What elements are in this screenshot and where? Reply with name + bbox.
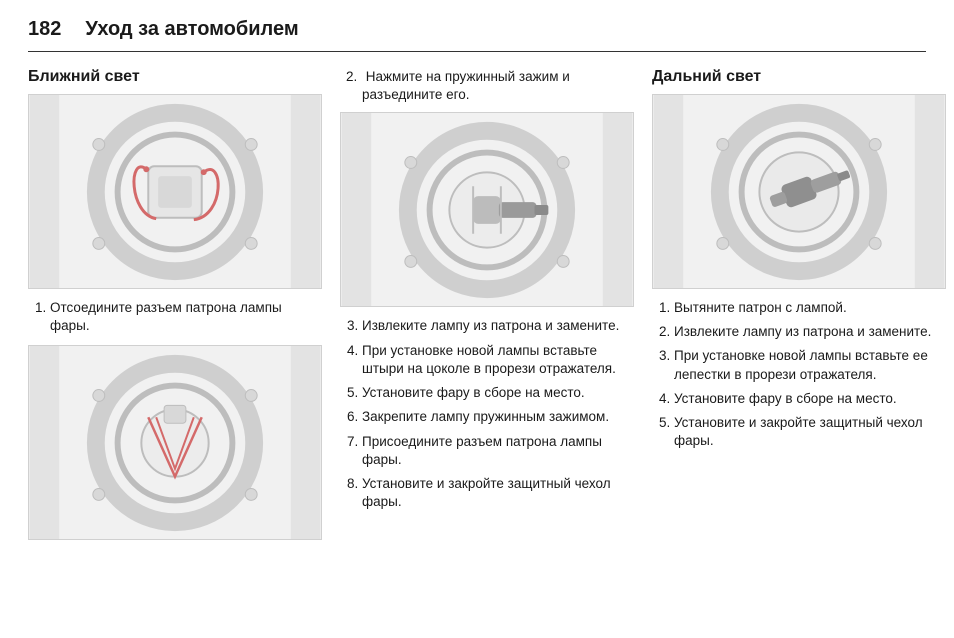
figure-bulb-removed [340, 112, 634, 307]
list-item: При установке новой лампы вставьте штыри… [362, 342, 634, 378]
column-2: 2. Нажмите на пружинный зажим и разъедин… [340, 68, 634, 550]
list-item: Установите фару в сборе на ме­сто. [362, 384, 634, 402]
figure-high-beam [652, 94, 946, 289]
list-item: Присоедините разъем патрона лампы фары. [362, 433, 634, 469]
step-number: 2. [346, 68, 362, 86]
list-item: Закрепите лампу пружинным зажимом. [362, 408, 634, 426]
step-2-intro: 2. Нажмите на пружинный зажим и разъедин… [340, 68, 634, 104]
list-item: Извлеките лампу из патрона и замените. [362, 317, 634, 335]
page-title: Уход за автомобилем [85, 18, 298, 41]
high-beam-steps: Вытяните патрон с лампой. Извлеките ламп… [652, 299, 946, 451]
list-item: Вытяните патрон с лампой. [674, 299, 946, 317]
column-3: Дальний свет [652, 68, 946, 550]
list-item: При установке новой лампы вставьте ее ле… [674, 347, 946, 383]
page-header: 182 Уход за автомобилем [28, 18, 926, 52]
low-beam-step-1-list: Отсоедините разъем патрона лампы фары. [28, 299, 322, 335]
step-text: Нажмите на пружинный зажим и разъедините… [362, 69, 570, 102]
figure-low-beam-clip [28, 345, 322, 540]
low-beam-heading: Ближний свет [28, 68, 322, 86]
list-item: Отсоедините разъем патрона лампы фары. [50, 299, 322, 335]
list-item: Установите фару в сборе на ме­сто. [674, 390, 946, 408]
column-1: Ближний свет [28, 68, 322, 550]
list-item: Установите и закройте защит­ный чехол фа… [674, 414, 946, 450]
list-item: Установите и закройте защит­ный чехол фа… [362, 475, 634, 511]
low-beam-steps-3-8: Извлеките лампу из патрона и замените. П… [340, 317, 634, 511]
list-item: Извлеките лампу из патрона и замените. [674, 323, 946, 341]
high-beam-heading: Дальний свет [652, 68, 946, 86]
content-columns: Ближний свет [28, 68, 926, 550]
page-number: 182 [28, 18, 61, 41]
figure-low-beam-connector [28, 94, 322, 289]
